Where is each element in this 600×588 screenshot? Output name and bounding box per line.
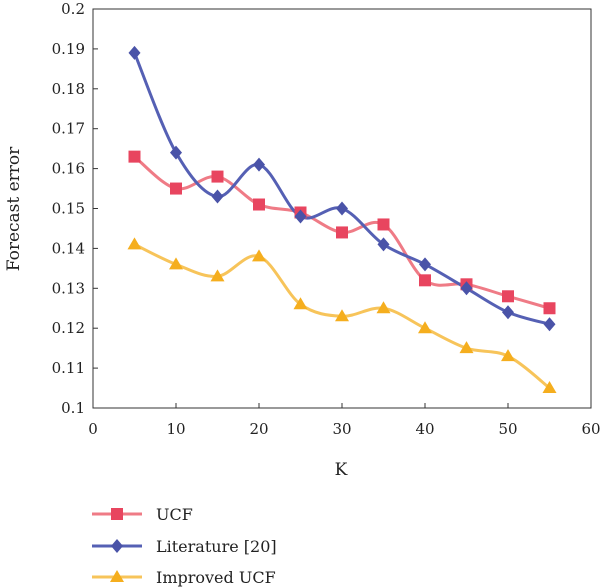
legend-label: UCF bbox=[156, 505, 193, 524]
data-point-improved-ucf bbox=[501, 349, 515, 362]
data-point-improved-ucf bbox=[459, 341, 474, 354]
data-point-ucf bbox=[419, 274, 431, 287]
data-point-literature-20 bbox=[502, 305, 514, 320]
x-tick-label: 40 bbox=[415, 420, 434, 438]
y-tick-label: 0.1 bbox=[61, 399, 85, 417]
y-tick-label: 0.14 bbox=[52, 239, 85, 257]
y-tick-label: 0.11 bbox=[52, 359, 85, 377]
legend: UCF Literature [20] Improved UCF bbox=[92, 505, 277, 587]
data-point-literature-20 bbox=[460, 281, 473, 296]
y-tick-label: 0.16 bbox=[52, 160, 85, 178]
data-point-improved-ucf bbox=[293, 297, 308, 310]
data-point-ucf bbox=[336, 226, 348, 239]
data-point-improved-ucf bbox=[418, 321, 432, 334]
data-point-literature-20 bbox=[253, 157, 265, 172]
x-tick-label: 60 bbox=[581, 420, 600, 438]
x-axis: 0 10 20 30 40 50 60 bbox=[88, 403, 600, 438]
y-tick-label: 0.15 bbox=[52, 200, 85, 218]
series-line-literature-20 bbox=[133, 51, 551, 326]
series-markers bbox=[127, 45, 557, 394]
legend-label: Literature [20] bbox=[156, 537, 277, 556]
data-point-ucf bbox=[170, 182, 182, 195]
y-axis: 0.1 0.11 0.12 0.13 0.14 0.15 0.16 0.17 0.18 0.19 0… bbox=[52, 0, 98, 417]
data-point-improved-ucf bbox=[210, 269, 225, 282]
y-tick-label: 0.17 bbox=[52, 120, 85, 138]
data-point-literature-20 bbox=[377, 237, 390, 252]
data-point-ucf bbox=[253, 198, 265, 211]
data-point-improved-ucf bbox=[252, 249, 266, 262]
x-tick-label: 10 bbox=[166, 420, 185, 438]
legend-swatch-marker bbox=[110, 570, 124, 582]
legend-swatch-marker bbox=[111, 508, 123, 520]
y-tick-label: 0.2 bbox=[61, 0, 85, 18]
data-point-ucf bbox=[128, 150, 141, 163]
data-point-literature-20 bbox=[211, 189, 224, 204]
data-point-improved-ucf bbox=[335, 309, 349, 322]
y-tick-label: 0.18 bbox=[52, 80, 85, 98]
x-tick-label: 50 bbox=[498, 420, 517, 438]
data-point-improved-ucf bbox=[542, 381, 557, 394]
data-point-improved-ucf bbox=[376, 301, 391, 314]
x-axis-title: K bbox=[335, 460, 348, 480]
data-point-improved-ucf bbox=[127, 237, 142, 250]
data-point-literature-20 bbox=[170, 145, 182, 160]
data-point-improved-ucf bbox=[169, 257, 183, 270]
legend-swatch-marker bbox=[111, 539, 123, 553]
data-point-literature-20 bbox=[419, 257, 431, 272]
x-tick-label: 20 bbox=[249, 420, 268, 438]
y-tick-label: 0.13 bbox=[52, 279, 85, 297]
data-point-literature-20 bbox=[336, 201, 348, 216]
data-point-literature-20 bbox=[294, 209, 307, 224]
data-point-ucf bbox=[211, 170, 224, 183]
x-tick-label: 30 bbox=[332, 420, 351, 438]
series-lines bbox=[133, 51, 551, 390]
legend-label: Improved UCF bbox=[156, 568, 276, 587]
data-point-ucf bbox=[502, 290, 514, 303]
y-tick-label: 0.12 bbox=[52, 319, 85, 337]
data-point-literature-20 bbox=[543, 317, 556, 332]
data-point-ucf bbox=[543, 302, 556, 315]
data-point-literature-20 bbox=[128, 45, 141, 60]
data-point-ucf bbox=[377, 218, 390, 231]
x-tick-label: 0 bbox=[88, 420, 98, 438]
y-tick-label: 0.19 bbox=[52, 40, 85, 58]
y-axis-title: Forecast error bbox=[4, 146, 24, 271]
